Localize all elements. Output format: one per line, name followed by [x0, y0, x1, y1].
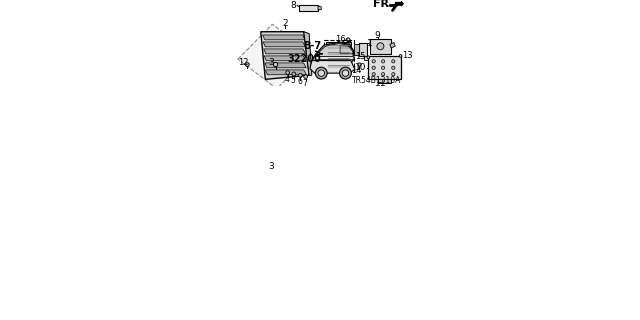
Circle shape — [304, 75, 308, 78]
Text: TR54B1310A: TR54B1310A — [352, 76, 401, 85]
Polygon shape — [310, 60, 355, 73]
Circle shape — [372, 73, 375, 76]
Polygon shape — [312, 43, 354, 65]
Circle shape — [292, 72, 296, 76]
Polygon shape — [368, 56, 401, 79]
Circle shape — [392, 73, 395, 76]
Text: 14: 14 — [351, 66, 362, 75]
Text: 3: 3 — [268, 162, 273, 171]
Text: 10: 10 — [355, 63, 367, 72]
Circle shape — [245, 63, 249, 67]
Polygon shape — [390, 43, 395, 48]
Circle shape — [392, 66, 395, 69]
Text: 9: 9 — [375, 31, 381, 40]
Text: 13: 13 — [403, 51, 413, 60]
Circle shape — [392, 60, 395, 63]
Circle shape — [342, 70, 349, 76]
Polygon shape — [238, 24, 312, 89]
Polygon shape — [265, 63, 306, 68]
Circle shape — [367, 56, 370, 59]
Text: 7: 7 — [303, 79, 308, 88]
Circle shape — [372, 60, 375, 63]
Circle shape — [372, 66, 375, 69]
Polygon shape — [317, 44, 353, 56]
Polygon shape — [264, 56, 306, 61]
Polygon shape — [359, 43, 367, 56]
Polygon shape — [353, 44, 360, 55]
Polygon shape — [304, 32, 312, 75]
Polygon shape — [318, 6, 321, 10]
Text: 11: 11 — [374, 79, 386, 88]
Text: 15: 15 — [355, 52, 366, 61]
Circle shape — [377, 43, 384, 50]
Circle shape — [381, 73, 385, 76]
Circle shape — [286, 71, 289, 75]
Circle shape — [316, 67, 327, 79]
Text: 1: 1 — [367, 39, 373, 48]
Text: 12: 12 — [239, 58, 249, 67]
Circle shape — [381, 66, 385, 69]
Polygon shape — [364, 56, 368, 60]
Bar — [324, 40, 353, 72]
Polygon shape — [370, 39, 391, 54]
Circle shape — [340, 67, 351, 79]
Polygon shape — [340, 46, 353, 54]
Text: 5: 5 — [291, 76, 296, 85]
Text: 2: 2 — [282, 19, 288, 28]
Circle shape — [358, 63, 361, 66]
Polygon shape — [378, 79, 391, 83]
Polygon shape — [266, 70, 307, 75]
Polygon shape — [262, 35, 305, 40]
Text: B-7
32200: B-7 32200 — [287, 41, 321, 64]
Circle shape — [346, 38, 350, 42]
Polygon shape — [263, 42, 305, 47]
Polygon shape — [326, 43, 351, 70]
Circle shape — [399, 55, 402, 57]
Text: 6: 6 — [298, 77, 302, 86]
Polygon shape — [260, 32, 309, 79]
Polygon shape — [395, 1, 404, 6]
Polygon shape — [264, 49, 306, 54]
Text: 4: 4 — [285, 75, 289, 84]
Circle shape — [273, 62, 278, 67]
Text: 8: 8 — [291, 1, 296, 10]
Circle shape — [298, 73, 302, 77]
Circle shape — [381, 60, 385, 63]
Text: 16: 16 — [335, 35, 346, 44]
Text: 3: 3 — [269, 58, 275, 67]
Text: FR.: FR. — [373, 0, 394, 9]
Polygon shape — [300, 5, 318, 11]
Circle shape — [318, 70, 324, 76]
